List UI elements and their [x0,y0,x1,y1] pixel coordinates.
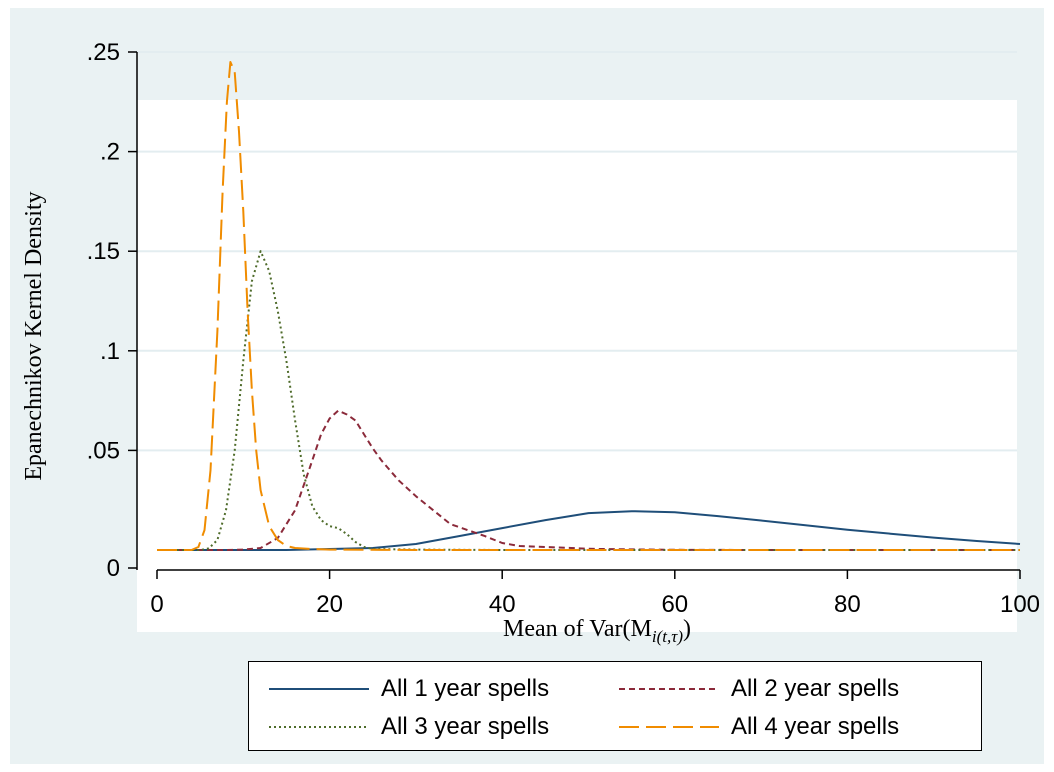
legend-item-2: All 2 year spells [619,674,899,704]
legend-swatch-3 [269,726,369,728]
legend-label-3: All 3 year spells [381,713,550,740]
x-axis-title-close: ) [683,616,691,642]
y-tick-label-4: .2 [100,139,120,166]
x-tick-label-4: 80 [834,591,861,618]
legend-swatch-1 [269,688,369,690]
series-line-4 [157,61,1020,551]
plot-svg: 0 .05 .1 .15 .2 .25 0 20 40 60 80 100 Epanechnikov … [21,39,1040,646]
chart-frame: 0 .05 .1 .15 .2 .25 0 20 40 60 80 100 Epanechnikov … [10,8,1044,764]
y-axis-title: Epanechnikov Kernel Density [21,191,47,480]
legend-label-2: All 2 year spells [731,675,900,702]
series-line-1 [157,510,1021,551]
legend-label-4: All 4 year spells [731,713,900,740]
y-tick-label-2: .1 [100,338,120,365]
y-tick-label-0: 0 [107,555,120,582]
x-tick-label-3: 60 [661,591,688,618]
legend-swatch-2 [619,688,719,690]
y-tick-label-5: .25 [87,39,120,66]
grid-lines [137,51,1017,452]
x-tick-label-1: 20 [316,591,343,618]
legend-label-1: All 1 year spells [381,675,550,702]
x-axis-title-sub: i(t,τ) [652,627,683,646]
legend-swatch-4 [619,726,719,728]
axes: 0 .05 .1 .15 .2 .25 0 20 40 60 80 100 [87,39,1040,618]
x-axis-title-main: Mean of Var(M [503,616,652,642]
y-tick-label-1: .05 [87,437,120,464]
series-line-2 [157,409,1020,551]
x-tick-label-2: 40 [489,591,516,618]
series-lines [157,61,1021,551]
series-line-3 [157,250,1020,551]
legend-item-3: All 3 year spells [269,712,549,742]
legend-item-1: All 1 year spells [269,674,549,704]
legend-item-4: All 4 year spells [619,712,899,742]
x-tick-label-5: 100 [1000,591,1040,618]
x-tick-label-0: 0 [150,591,163,618]
legend: All 1 year spells All 2 year spells All … [248,661,982,751]
x-axis-title: Mean of Var(Mi(t,τ)) [503,616,691,646]
y-tick-label-3: .15 [87,238,120,265]
plot-area [137,100,1017,632]
